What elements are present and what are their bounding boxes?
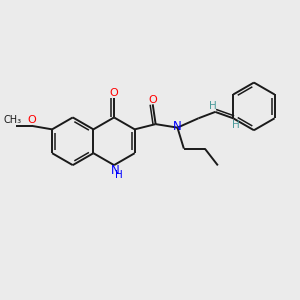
Text: O: O bbox=[148, 95, 157, 105]
Text: O: O bbox=[110, 88, 118, 98]
Text: H: H bbox=[209, 100, 217, 110]
Text: H: H bbox=[232, 120, 239, 130]
Text: H: H bbox=[116, 170, 123, 180]
Text: O: O bbox=[27, 115, 36, 125]
Text: N: N bbox=[173, 120, 182, 133]
Text: N: N bbox=[111, 164, 119, 177]
Text: CH₃: CH₃ bbox=[3, 115, 21, 125]
